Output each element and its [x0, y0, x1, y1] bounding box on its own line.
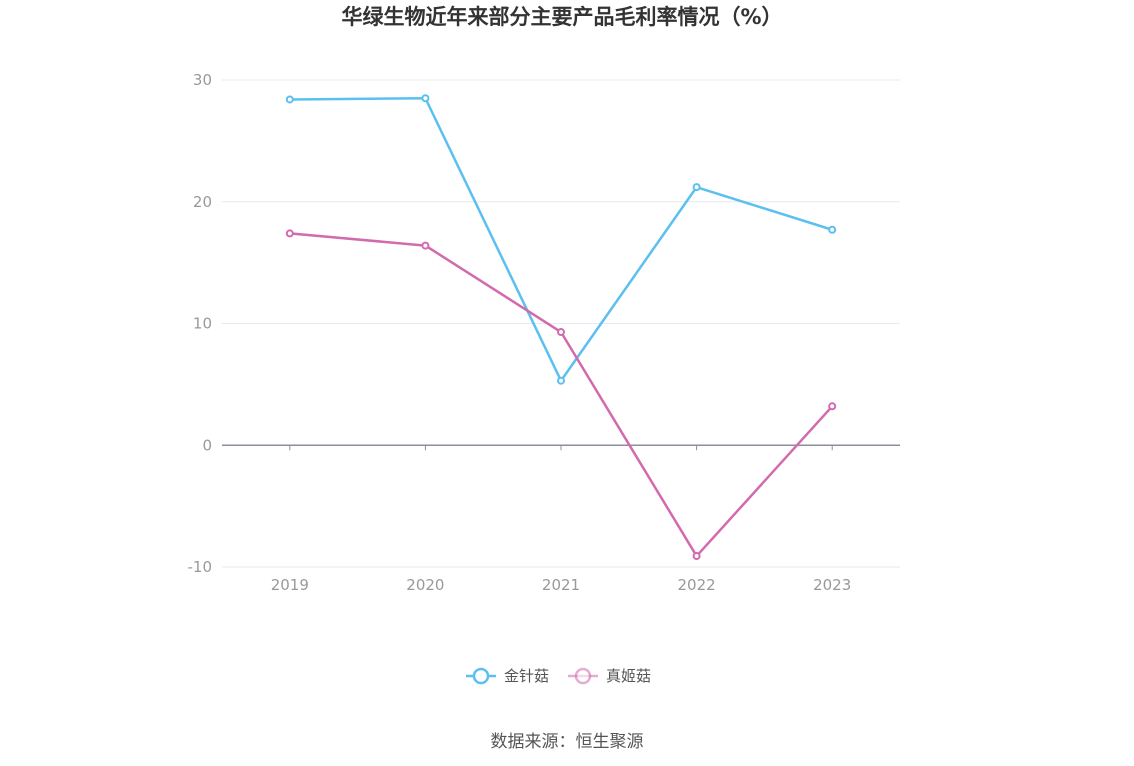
x-tick-label: 2020 — [406, 576, 444, 594]
series-lines — [285, 94, 837, 561]
grid-lines — [222, 79, 900, 568]
legend-marker-icon — [574, 667, 592, 685]
y-tick-label: 0 — [202, 436, 212, 454]
x-tick-label: 2021 — [542, 576, 580, 594]
legend-label: 真姬菇 — [606, 667, 651, 685]
y-tick-label: 30 — [193, 71, 212, 89]
y-tick-label: 20 — [193, 193, 212, 211]
x-tick-label: 2022 — [678, 576, 716, 594]
legend-item-2[interactable]: 真姬菇 — [568, 667, 651, 685]
data-point — [828, 402, 837, 411]
legend-marker-icon — [472, 667, 490, 685]
data-point — [285, 229, 294, 238]
data-point — [692, 183, 701, 192]
legend-label: 金针菇 — [504, 667, 549, 685]
data-point — [421, 94, 430, 103]
x-tick-label: 2023 — [813, 576, 851, 594]
source-note: 数据来源：恒生聚源 — [491, 732, 644, 752]
axes: -10 0 10 20 30 2019 2020 2021 2022 2023 — [188, 71, 900, 594]
data-point — [285, 95, 294, 104]
legend[interactable]: 金针菇 真姬菇 — [466, 667, 651, 685]
y-tick-label: -10 — [188, 558, 213, 576]
data-point — [421, 241, 430, 250]
x-tick-label: 2019 — [271, 576, 309, 594]
data-point — [828, 225, 837, 234]
series-line-2 — [289, 232, 834, 558]
y-tick-label: 10 — [193, 315, 212, 333]
chart-title: 华绿生物近年来部分主要产品毛利率情况（%） — [341, 5, 782, 29]
legend-item-1[interactable]: 金针菇 — [466, 667, 549, 685]
data-point — [557, 376, 565, 385]
data-point — [557, 328, 565, 337]
data-point — [692, 552, 701, 561]
